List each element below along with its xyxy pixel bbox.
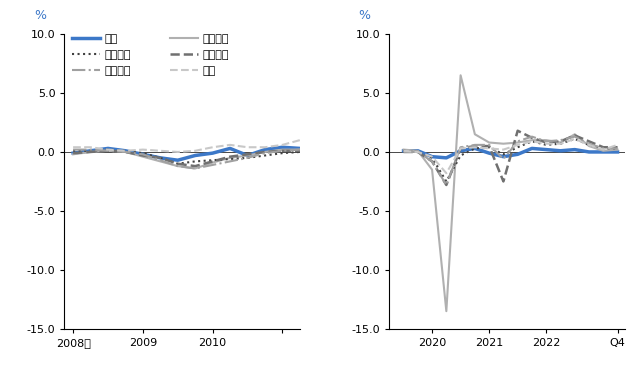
Text: %: % xyxy=(33,9,46,22)
Legend: 日本, イギリス, イタリア, アメリカ, フランス, 韓国: 日本, イギリス, イタリア, アメリカ, フランス, 韓国 xyxy=(72,34,229,76)
Text: %: % xyxy=(359,9,371,22)
